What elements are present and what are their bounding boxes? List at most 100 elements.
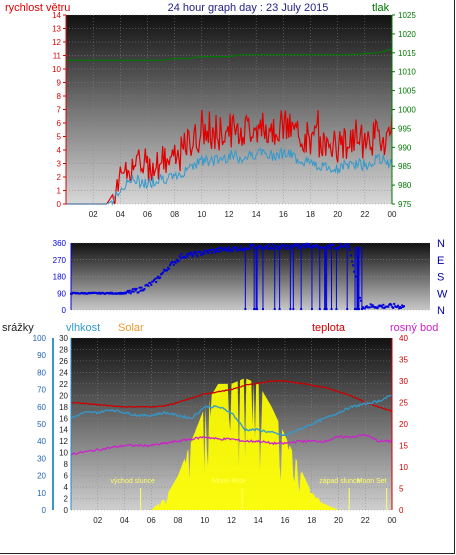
direction-point [243, 248, 246, 251]
direction-point [179, 257, 182, 260]
direction-point [299, 246, 302, 249]
annotation-label: Moon Set [357, 478, 387, 485]
direction-point [351, 260, 354, 263]
rain-tick: 100 [33, 334, 47, 343]
direction-tick: 270 [53, 256, 67, 265]
direction-point [403, 305, 405, 308]
direction-point [368, 306, 371, 309]
direction-point [318, 308, 321, 311]
direction-point [317, 246, 320, 249]
direction-point [154, 277, 157, 280]
wind-direction-series [70, 242, 405, 311]
pressure-tick: 1025 [398, 11, 416, 20]
x-tick: 08 [170, 210, 179, 219]
x-tick: 02 [93, 516, 102, 525]
wind-speed-tick: 4 [57, 146, 62, 155]
direction-point [168, 264, 171, 267]
wind-pressure-series [66, 48, 393, 206]
direction-point [172, 263, 175, 266]
direction-point [376, 307, 379, 310]
direction-point [139, 289, 142, 292]
wind-speed-tick: 1 [57, 187, 62, 196]
pressure-tick: 1015 [398, 49, 416, 58]
temperature-label: teplota [312, 322, 346, 334]
direction-point [142, 289, 145, 292]
direction-point [277, 246, 280, 249]
direction-point [130, 290, 133, 293]
direction-point [363, 307, 366, 310]
direction-point [312, 246, 315, 249]
direction-point [287, 245, 290, 248]
direction-point [316, 245, 319, 248]
direction-point [349, 248, 352, 251]
direction-point [231, 249, 234, 252]
pressure-tick: 990 [398, 143, 412, 152]
direction-point [352, 264, 355, 267]
direction-point [339, 242, 342, 245]
x-tick: 00 [388, 210, 397, 219]
direction-point [310, 308, 313, 311]
humidity-tick: 0 [64, 506, 69, 515]
x-tick: 00 [388, 516, 397, 525]
direction-point [353, 270, 356, 273]
humidity-label: vlhkost [66, 322, 100, 334]
wind-speed-tick: 11 [53, 52, 62, 61]
direction-point [326, 244, 329, 247]
direction-point [295, 243, 298, 246]
temperature-tick: 10 [399, 463, 408, 472]
x-tick: 10 [197, 210, 206, 219]
direction-point [293, 245, 296, 248]
direction-point [171, 260, 174, 263]
annotation-label: Moon Rise [212, 478, 246, 485]
humidity-tick: 20 [59, 391, 68, 400]
humidity-tick: 12 [59, 437, 68, 446]
direction-point [328, 246, 331, 249]
direction-point [345, 244, 348, 247]
direction-point [267, 243, 270, 246]
chart-title: 24 hour graph day : 23 July 2015 [168, 2, 329, 14]
x-tick: 12 [225, 210, 234, 219]
humidity-tick: 14 [59, 426, 68, 435]
humidity-tick: 16 [59, 414, 68, 423]
humidity-series [70, 394, 393, 437]
direction-point [132, 290, 135, 293]
x-tick: 04 [116, 210, 125, 219]
direction-point [216, 250, 219, 253]
humidity-tick: 30 [59, 334, 68, 343]
direction-point [213, 251, 216, 254]
pressure-tick: 1010 [398, 68, 416, 77]
direction-point [199, 251, 202, 254]
direction-point [211, 251, 214, 254]
direction-point [131, 288, 134, 291]
humidity-tick: 10 [59, 449, 68, 458]
x-tick: 16 [279, 210, 288, 219]
direction-point [354, 308, 357, 311]
humidity-tick: 18 [59, 403, 68, 412]
direction-point [278, 308, 281, 311]
direction-point [169, 262, 172, 265]
direction-point [285, 248, 288, 251]
direction-point [214, 250, 217, 253]
wind-speed-tick: 7 [57, 106, 62, 115]
direction-point [226, 250, 229, 253]
humidity-tick: 8 [64, 460, 69, 469]
direction-point [135, 287, 138, 290]
direction-point [309, 246, 312, 249]
direction-point [248, 248, 251, 251]
rain-tick: 70 [37, 386, 46, 395]
compass-label: E [437, 255, 444, 267]
dew-point-label: rosný bod [390, 322, 438, 334]
direction-point [273, 308, 276, 311]
direction-point [400, 306, 403, 309]
pressure-tick: 975 [398, 200, 412, 209]
direction-point [300, 308, 303, 311]
pressure-series [66, 48, 393, 62]
direction-point [280, 245, 283, 248]
direction-point [266, 247, 269, 250]
x-tick: 14 [252, 210, 261, 219]
direction-point [335, 308, 338, 311]
direction-point [298, 243, 301, 246]
direction-point [359, 299, 362, 302]
rain-tick: 0 [42, 506, 47, 515]
